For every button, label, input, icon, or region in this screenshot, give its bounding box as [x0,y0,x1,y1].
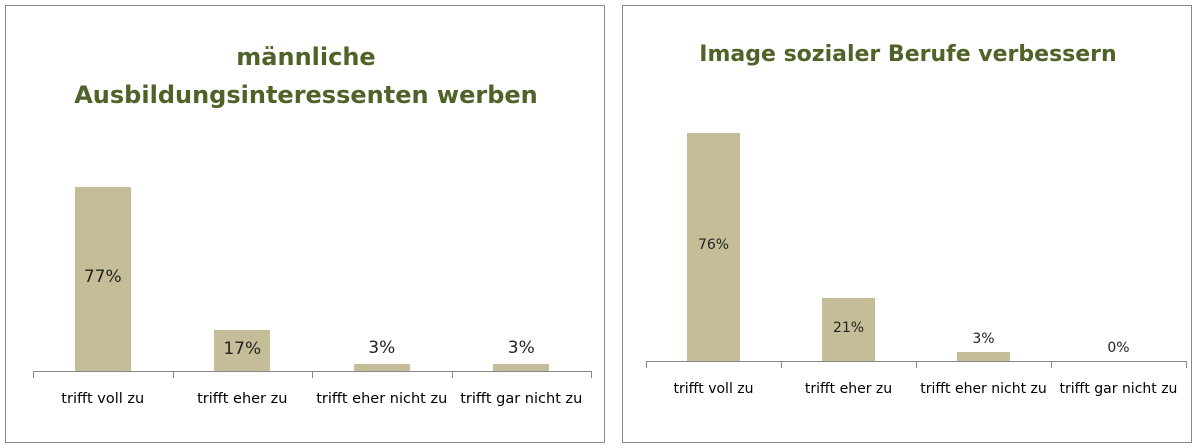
x-tick-label: trifft gar nicht zu [460,391,583,407]
value-label: 76% [697,237,730,254]
value-label: 0% [1107,340,1130,356]
tick [646,361,647,368]
bar [353,363,410,371]
bar [822,298,875,361]
tick [451,371,453,378]
tick [591,371,592,378]
value-label: 77% [83,267,122,288]
x-tick-label: trifft eher zu [804,381,893,397]
value-label: 3% [972,331,995,347]
bar [74,186,131,371]
tick [1186,361,1187,368]
x-tick-label: trifft eher nicht zu [920,381,1047,397]
bar [687,133,740,361]
chart: männliche Ausbildungsinteressenten werbe… [5,5,605,443]
bar [957,352,1010,361]
x-tick-label: trifft eher zu [197,391,288,407]
value-label: 17% [223,338,262,359]
tick [1051,361,1052,368]
tick [33,371,34,378]
bar [214,330,271,371]
tick [916,361,917,368]
x-tick-label: trifft gar nicht zu [1059,381,1178,397]
chart: Image sozialer Berufe verbessern 76% triff… [622,5,1192,443]
tick [781,361,782,368]
x-tick-label: trifft voll zu [61,391,145,407]
tick [312,371,313,378]
chart-title: Image sozialer Berufe verbessern [699,42,1117,67]
value-label: 3% [368,338,396,359]
value-label: 3% [507,338,535,359]
tick [172,371,174,378]
value-label: 21% [832,319,865,336]
x-tick-label: trifft eher nicht zu [316,391,448,407]
chart-title: männliche Ausbildungsinteressenten werbe… [74,43,538,109]
bar [493,363,550,371]
x-tick-label: trifft voll zu [673,381,754,397]
